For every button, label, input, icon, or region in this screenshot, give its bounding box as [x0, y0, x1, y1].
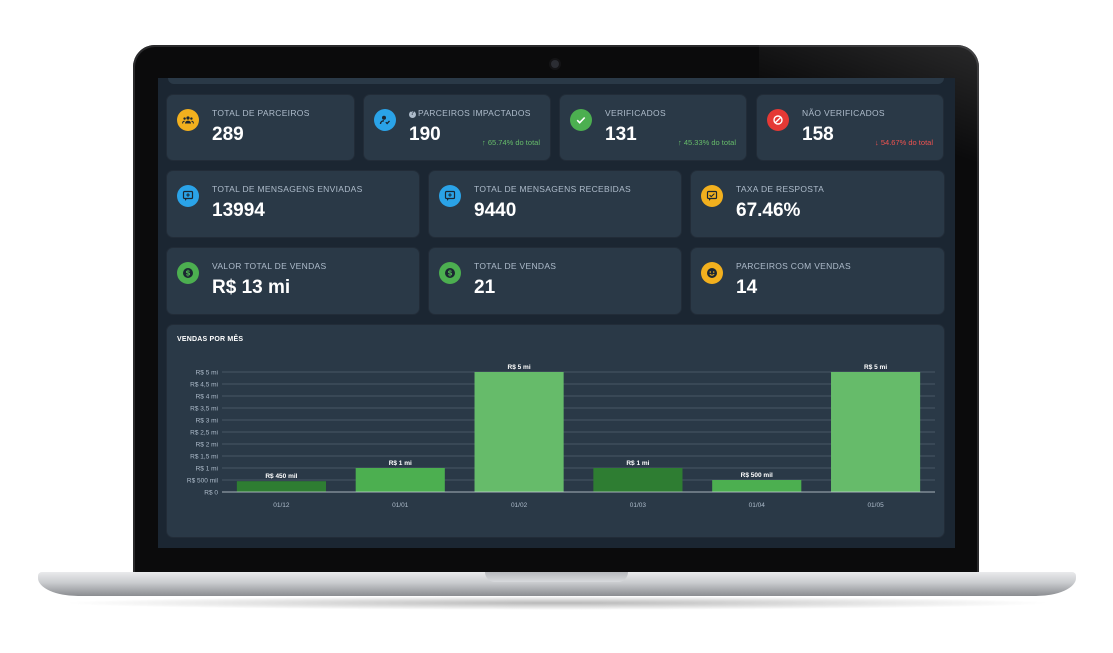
kpi-value: 13994 — [212, 200, 265, 221]
kpi-label: NÃO VERIFICADOS — [802, 108, 885, 118]
kpi-label: ? PARCEIROS IMPACTADOS — [409, 108, 531, 118]
kpi-value: 21 — [474, 277, 496, 298]
kpi-not-verified[interactable]: NÃO VERIFICADOS 158 ↓ 54.67% do total — [757, 95, 943, 160]
y-tick-label: R$ 4 mi — [196, 394, 218, 401]
data-label: R$ 450 mil — [265, 473, 297, 480]
trend-indicator: ↑ 65.74% do total — [482, 138, 540, 147]
y-tick-label: R$ 1 mi — [196, 466, 218, 473]
bar — [236, 481, 326, 492]
kpi-verified[interactable]: VERIFICADOS 131 ↑ 45.33% do total — [560, 95, 746, 160]
x-tick-label: 01/02 — [511, 502, 528, 509]
top-card-edge — [168, 78, 944, 84]
bar — [831, 372, 921, 492]
kpi-label: TOTAL DE PARCEIROS — [212, 108, 310, 118]
y-tick-label: R$ 1,5 mi — [190, 454, 218, 461]
y-tick-label: R$ 2 mi — [196, 442, 218, 449]
kpi-messages-sent[interactable]: TOTAL DE MENSAGENS ENVIADAS 13994 — [167, 171, 419, 237]
kpi-total-partners[interactable]: TOTAL DE PARCEIROS 289 — [167, 95, 354, 160]
bar — [712, 480, 802, 492]
kpi-value: 289 — [212, 124, 244, 145]
sales-bar-chart: R$ 0 R$ 500 mil R$ 1 mi R$ 1,5 mi R$ 2 mi R$ … — [187, 364, 935, 509]
kpi-total-sales[interactable]: $ TOTAL DE VENDAS 21 — [429, 248, 681, 314]
user-check-icon — [374, 109, 396, 131]
data-label: R$ 5 mi — [508, 364, 531, 371]
kpi-label: TOTAL DE VENDAS — [474, 261, 557, 271]
laptop-notch — [485, 572, 628, 582]
kpi-label: PARCEIROS COM VENDAS — [736, 261, 851, 271]
message-sent-icon — [177, 185, 199, 207]
kpi-label: VERIFICADOS — [605, 108, 666, 118]
laptop-shadow — [60, 596, 1054, 610]
kpi-value: R$ 13 mi — [212, 277, 291, 298]
response-rate-icon — [701, 185, 723, 207]
data-label: R$ 1 mi — [626, 460, 649, 467]
y-tick-label: R$ 5 mi — [196, 370, 218, 377]
dashboard-screen: TOTAL DE PARCEIROS 289 ? PARCEIROS IMPACT… — [158, 78, 955, 548]
x-tick-label: 01/03 — [630, 502, 647, 509]
svg-text:$: $ — [447, 269, 452, 278]
kpi-messages-received[interactable]: TOTAL DE MENSAGENS RECEBIDAS 9440 — [429, 171, 681, 237]
kpi-value: 14 — [736, 277, 758, 298]
kpi-label: VALOR TOTAL DE VENDAS — [212, 261, 327, 271]
y-tick-label: R$ 2,5 mi — [190, 430, 218, 437]
help-icon[interactable]: ? — [409, 111, 416, 118]
x-tick-label: 01/12 — [273, 502, 290, 509]
blocked-icon — [767, 109, 789, 131]
chart-title: VENDAS POR MÊS — [177, 336, 244, 343]
kpi-total-sales-value[interactable]: $ VALOR TOTAL DE VENDAS R$ 13 mi — [167, 248, 419, 314]
x-tick-label: 01/05 — [867, 502, 884, 509]
kpi-label: TAXA DE RESPOSTA — [736, 184, 825, 194]
dollar-icon: $ — [439, 262, 461, 284]
kpi-impacted-partners[interactable]: ? PARCEIROS IMPACTADOS 190 ↑ 65.74% do to… — [364, 95, 550, 160]
kpi-value: 190 — [409, 124, 441, 145]
svg-text:$: $ — [185, 269, 190, 278]
camera-icon — [551, 60, 559, 68]
bar — [474, 372, 564, 492]
kpi-value: 9440 — [474, 200, 517, 221]
data-label: R$ 1 mi — [389, 460, 412, 467]
kpi-label: TOTAL DE MENSAGENS ENVIADAS — [212, 184, 363, 194]
y-tick-label: R$ 4,5 mi — [190, 382, 218, 389]
kpi-value: 131 — [605, 124, 637, 145]
message-received-icon — [439, 185, 461, 207]
y-tick-label: R$ 500 mil — [187, 478, 219, 485]
sales-by-month-card: VENDAS POR MÊS R$ 0 R$ 500 mil R$ 1 mi R$ 1… — [167, 325, 944, 537]
data-label: R$ 500 mil — [741, 472, 773, 479]
smiley-icon — [701, 262, 723, 284]
dollar-icon: $ — [177, 262, 199, 284]
bar — [355, 468, 445, 492]
bar — [593, 468, 683, 492]
trend-indicator: ↑ 45.33% do total — [678, 138, 736, 147]
y-tick-label: R$ 3 mi — [196, 418, 218, 425]
kpi-value: 158 — [802, 124, 834, 145]
y-tick-label: R$ 3,5 mi — [190, 406, 218, 413]
y-tick-label: R$ 0 — [204, 490, 218, 497]
check-icon — [570, 109, 592, 131]
kpi-label: TOTAL DE MENSAGENS RECEBIDAS — [474, 184, 632, 194]
kpi-value: 67.46% — [736, 200, 801, 221]
data-label: R$ 5 mi — [864, 364, 887, 371]
x-tick-label: 01/01 — [392, 502, 409, 509]
kpi-response-rate[interactable]: TAXA DE RESPOSTA 67.46% — [691, 171, 944, 237]
x-tick-label: 01/04 — [749, 502, 766, 509]
kpi-label-text: PARCEIROS IMPACTADOS — [418, 108, 531, 118]
partners-group-icon — [177, 109, 199, 131]
trend-indicator: ↓ 54.67% do total — [875, 138, 933, 147]
kpi-partners-with-sales[interactable]: PARCEIROS COM VENDAS 14 — [691, 248, 944, 314]
